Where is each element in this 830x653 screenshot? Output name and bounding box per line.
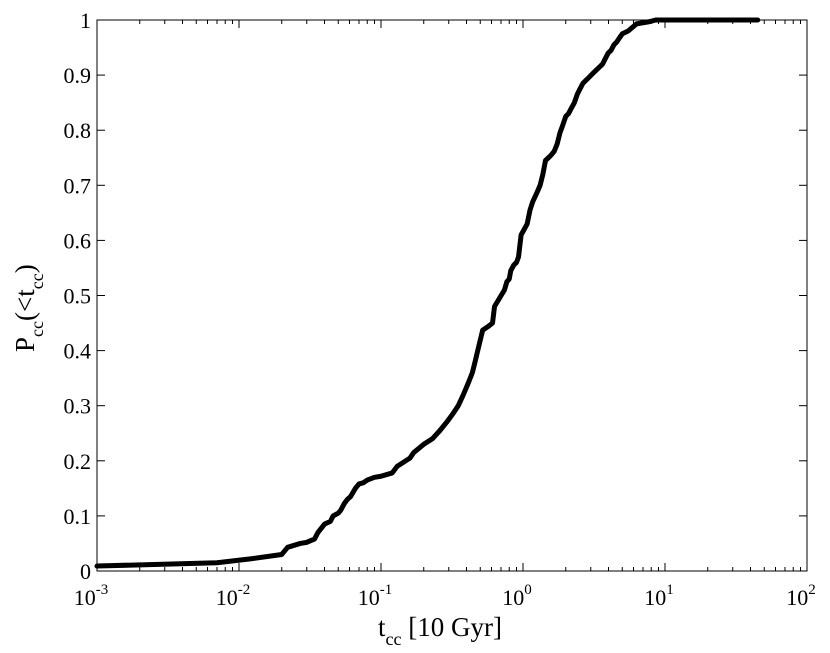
- x-tick-label: 100: [502, 582, 532, 610]
- y-tick-label: 0.7: [64, 173, 92, 198]
- x-tick-label-exponent: 0: [524, 582, 532, 598]
- x-axis-label: tcc [10 Gyr]: [378, 612, 502, 649]
- x-tick-label: 10-2: [216, 582, 251, 610]
- x-axis-label-rest: [10 Gyr]: [402, 612, 502, 642]
- plot-frame: [96, 19, 808, 572]
- y-tick-label: 0.2: [64, 449, 92, 474]
- y-axis-label-end: ): [10, 264, 40, 273]
- y-tick-label: 0.3: [64, 394, 92, 419]
- x-tick-label: 101: [644, 582, 674, 610]
- x-tick-label-base: 10: [502, 585, 524, 610]
- x-tick-label-exponent: 2: [808, 582, 816, 598]
- y-tick-label: 0.9: [64, 63, 92, 88]
- y-axis-label: Pcc(<tcc): [10, 264, 47, 352]
- y-axis-label-mid: (<t: [10, 289, 40, 321]
- y-axis-label-sub2: cc: [27, 273, 47, 289]
- x-axis-label-sub: cc: [386, 629, 402, 649]
- y-tick-label: 0.4: [64, 339, 92, 364]
- y-tick-labels: 0 0.1 0.2 0.3 0.4 0.5 0.6 0.7 0.8 0.9 1: [64, 8, 92, 584]
- y-tick-label: 0.8: [64, 118, 92, 143]
- x-tick-label-base: 10: [644, 585, 666, 610]
- y-tick-label: 1: [80, 8, 91, 33]
- x-tick-label: 10-3: [74, 582, 109, 610]
- x-tick-label-base: 10: [74, 585, 96, 610]
- y-axis-label-sub: cc: [27, 321, 47, 337]
- x-tick-label-exponent: -3: [96, 582, 109, 598]
- tick-marks: [96, 19, 808, 572]
- y-tick-label: 0.5: [64, 284, 92, 309]
- x-tick-label-base: 10: [786, 585, 808, 610]
- x-tick-label: 102: [786, 582, 816, 610]
- cdf-series-line: [94, 17, 761, 569]
- x-tick-labels: 10-3 10-2 10-1 100 101 102: [74, 582, 816, 610]
- y-tick-label: 0.6: [64, 228, 92, 253]
- x-tick-label-base: 10: [358, 585, 380, 610]
- x-tick-label-exponent: -2: [238, 582, 251, 598]
- x-tick-label-base: 10: [216, 585, 238, 610]
- y-tick-label: 0.1: [64, 504, 92, 529]
- x-tick-label-exponent: -1: [380, 582, 393, 598]
- x-axis-label-main: t: [378, 612, 386, 642]
- x-tick-label-exponent: 1: [666, 582, 674, 598]
- x-tick-label: 10-1: [358, 582, 393, 610]
- y-axis-label-main: P: [10, 337, 40, 352]
- y-tick-label: 0: [80, 559, 91, 584]
